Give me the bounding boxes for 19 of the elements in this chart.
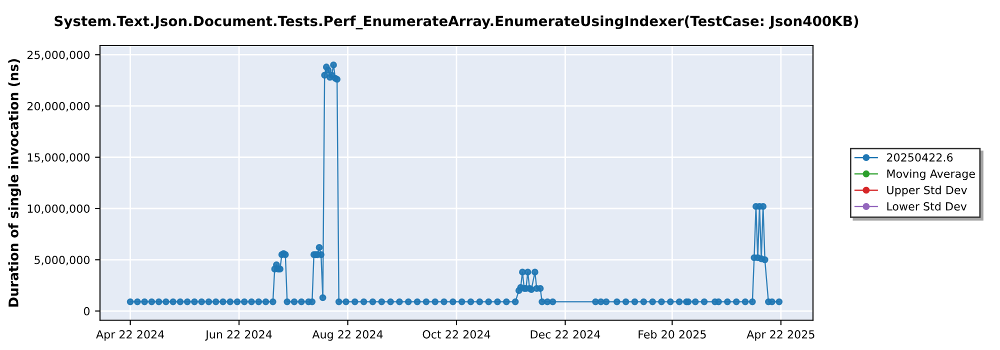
y-axis-title: Duration of single invocation (ns): [8, 59, 22, 307]
y-tick-label: 20,000,000: [27, 102, 90, 112]
y-tick-label: 25,000,000: [27, 50, 90, 60]
y-tick-label: 5,000,000: [34, 256, 90, 266]
x-tick-label: Apr 22 2025: [746, 330, 814, 341]
legend-label: Upper Std Dev: [887, 186, 967, 196]
legend-label: Lower Std Dev: [887, 202, 967, 211]
y-tick-label: 15,000,000: [28, 153, 90, 163]
x-tick-label: Dec 22 2024: [530, 330, 600, 339]
y-tick-label: 0: [84, 307, 90, 316]
x-tick-label: Oct 22 2024: [422, 330, 490, 339]
legend-label: 20250422.6: [887, 153, 953, 162]
x-tick-label: Apr 22 2024: [96, 330, 164, 341]
legend-label: Moving Average: [887, 169, 975, 180]
x-tick-label: Feb 20 2025: [638, 330, 706, 339]
x-tick-label: Aug 22 2024: [312, 330, 383, 341]
x-tick-label: Jun 22 2024: [205, 330, 272, 341]
y-tick-label: 10,000,000: [28, 204, 90, 214]
chart-title: System.Text.Json.Document.Tests.Perf_EnumerateArray.EnumerateUsingIndexer(TestCase: Json400KB): [54, 16, 858, 30]
